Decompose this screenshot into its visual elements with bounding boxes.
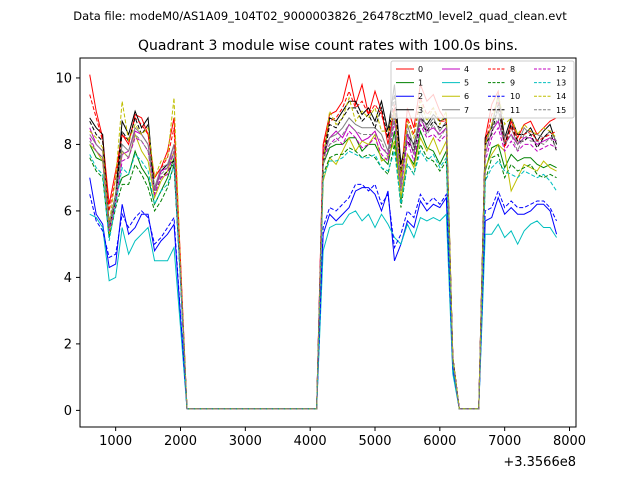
- legend-label-2: 2: [418, 92, 423, 101]
- legend-label-7: 7: [464, 106, 469, 115]
- legend-label-15: 15: [556, 106, 566, 115]
- legend-label-1: 1: [418, 79, 423, 88]
- x-tick-label: 2000: [164, 434, 197, 449]
- legend-label-6: 6: [464, 92, 469, 101]
- x-tick-label: 3000: [229, 434, 262, 449]
- legend-label-8: 8: [510, 65, 515, 74]
- series-line-15: [89, 115, 557, 410]
- y-tick-label: 6: [64, 204, 72, 219]
- x-tick-label: 8000: [553, 434, 586, 449]
- y-tick-label: 10: [55, 71, 72, 86]
- series-line-13: [89, 149, 557, 410]
- x-tick-label: 1000: [99, 434, 132, 449]
- legend-label-13: 13: [556, 79, 566, 88]
- chart-suptitle: Data file: modeM0/AS1A09_104T02_90000038…: [73, 9, 567, 23]
- legend-label-12: 12: [556, 65, 566, 74]
- legend-label-4: 4: [464, 65, 469, 74]
- plot-frame: [79, 57, 577, 428]
- legend-label-0: 0: [418, 65, 423, 74]
- y-tick-label: 0: [64, 404, 72, 419]
- y-tick-label: 2: [64, 337, 72, 352]
- legend-label-11: 11: [510, 106, 520, 115]
- x-tick-label: 5000: [358, 434, 391, 449]
- x-tick-label: 7000: [488, 434, 521, 449]
- legend-label-9: 9: [510, 79, 515, 88]
- x-axis: 1000 2000 3000 4000 5000 6000 7000 8000: [99, 427, 586, 449]
- x-tick-label: 6000: [423, 434, 456, 449]
- y-tick-label: 8: [64, 138, 72, 153]
- chart-title: Quadrant 3 module wise count rates with …: [138, 38, 518, 54]
- legend-box: [390, 60, 575, 119]
- legend-label-14: 14: [556, 92, 566, 101]
- x-tick-label: 4000: [294, 434, 327, 449]
- x-offset-label: +3.3566e8: [503, 455, 576, 470]
- legend-label-5: 5: [464, 79, 469, 88]
- y-axis: 0 2 4 6 8 10: [55, 71, 80, 419]
- series-line-2: [89, 177, 558, 410]
- series-layer: [89, 74, 558, 410]
- legend-label-3: 3: [418, 106, 423, 115]
- series-line-10: [89, 183, 557, 410]
- y-tick-label: 4: [64, 271, 72, 286]
- legend-label-10: 10: [510, 92, 520, 101]
